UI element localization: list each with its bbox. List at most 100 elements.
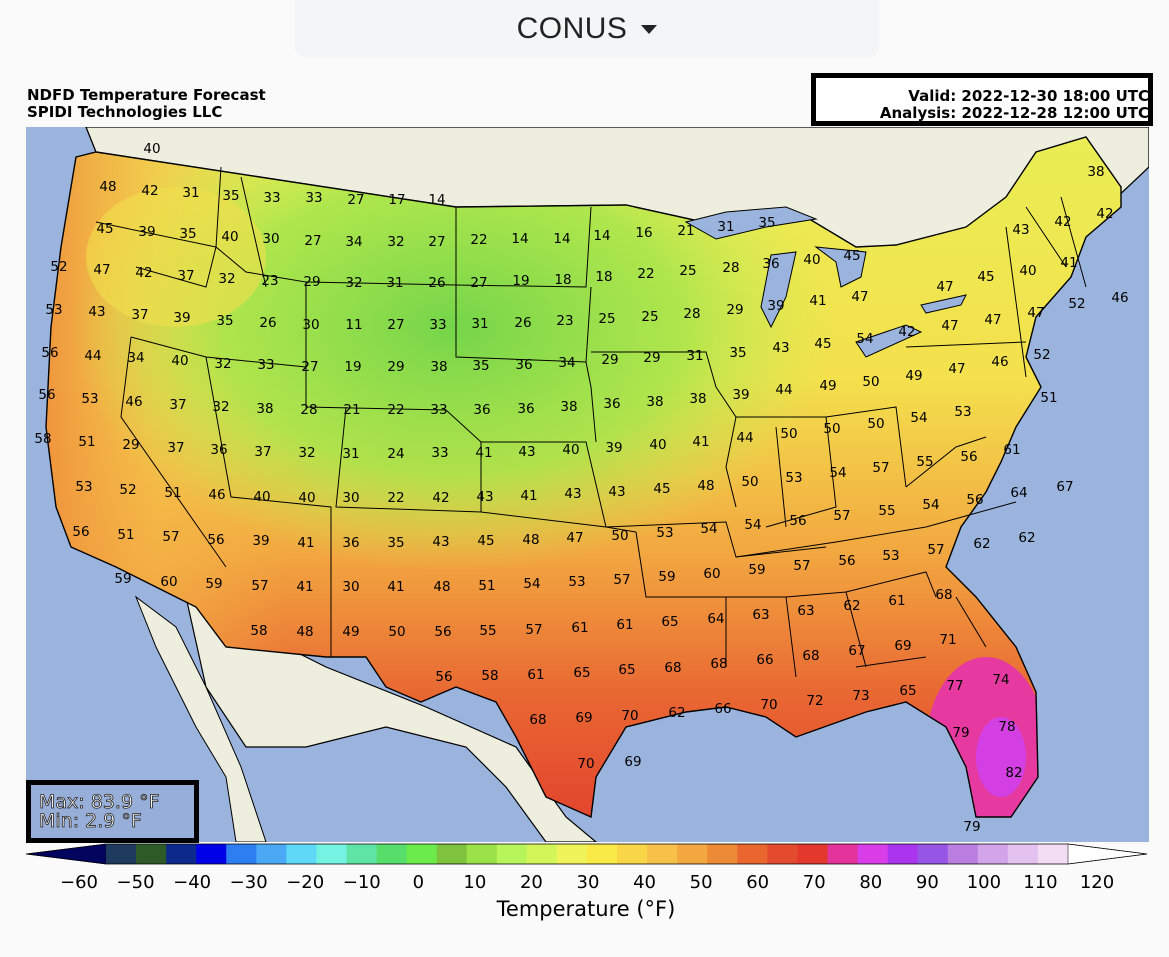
map-value-label: 71 — [939, 632, 956, 648]
map-value-label: 11 — [345, 317, 362, 333]
map-value-label: 28 — [683, 306, 700, 322]
map-value-label: 79 — [952, 725, 969, 741]
map-value-label: 54 — [523, 576, 540, 592]
colorbar-cell — [617, 844, 648, 864]
map-value-label: 44 — [84, 348, 101, 364]
map-value-label: 23 — [261, 273, 278, 289]
map-value-label: 32 — [212, 399, 229, 415]
map-value-label: 25 — [598, 311, 615, 327]
map-value-label: 68 — [710, 656, 727, 672]
map-value-label: 46 — [125, 394, 142, 410]
colorbar-cell — [136, 844, 167, 864]
colorbar-cell — [406, 844, 438, 864]
map-value-label: 61 — [527, 667, 544, 683]
map-value-label: 27 — [304, 233, 321, 249]
map-value-label: 29 — [726, 302, 743, 318]
map-value-label: 61 — [571, 620, 588, 636]
map-value-label: 32 — [298, 445, 315, 461]
map-value-label: 53 — [45, 302, 62, 318]
map-value-label: 45 — [814, 336, 831, 352]
map-value-label: 48 — [296, 624, 313, 640]
map-value-label: 31 — [342, 446, 359, 462]
map-value-label: 54 — [744, 517, 761, 533]
map-value-label: 74 — [992, 672, 1009, 688]
analysis-time: Analysis: 2022-12-28 12:00 UTC — [879, 104, 1149, 122]
map-value-label: 56 — [434, 624, 451, 640]
region-dropdown[interactable]: CONUS — [295, 0, 879, 57]
colorbar-tick-label: −60 — [60, 872, 98, 893]
map-value-label: 28 — [722, 260, 739, 276]
map-value-label: 53 — [882, 548, 899, 564]
map-value-label: 42 — [141, 183, 158, 199]
map-value-label: 53 — [656, 525, 673, 541]
colorbar-cell — [647, 844, 678, 864]
map-value-label: 56 — [838, 553, 855, 569]
map-value-label: 60 — [703, 566, 720, 582]
colorbar-cell — [526, 844, 558, 864]
map-value-label: 33 — [430, 402, 447, 418]
map-value-label: 58 — [481, 668, 498, 684]
map-value-label: 41 — [809, 293, 826, 309]
map-value-label: 53 — [785, 470, 802, 486]
map-value-label: 56 — [207, 532, 224, 548]
map-value-label: 32 — [218, 271, 235, 287]
map-value-label: 62 — [1018, 530, 1035, 546]
map-value-label: 29 — [601, 352, 618, 368]
map-value-label: 53 — [75, 479, 92, 495]
map-value-label: 51 — [164, 485, 181, 501]
map-value-label: 53 — [568, 574, 585, 590]
map-value-label: 42 — [898, 324, 915, 340]
map-value-label: 67 — [1056, 479, 1073, 495]
map-value-label: 39 — [732, 387, 749, 403]
map-value-label: 26 — [428, 275, 445, 291]
map-value-label: 43 — [772, 340, 789, 356]
map-value-label: 54 — [922, 497, 939, 513]
map-value-label: 50 — [862, 374, 879, 390]
map-value-label: 52 — [1068, 296, 1085, 312]
map-value-label: 33 — [429, 317, 446, 333]
map-value-label: 38 — [256, 401, 273, 417]
map-value-label: 22 — [470, 232, 487, 248]
map-value-label: 57 — [251, 578, 268, 594]
colorbar-tick-label: 0 — [412, 872, 425, 893]
map-value-label: 35 — [222, 188, 239, 204]
map-value-label: 57 — [613, 572, 630, 588]
map-value-label: 35 — [758, 215, 775, 231]
colorbar-cell — [436, 844, 468, 864]
map-value-label: 70 — [577, 756, 594, 772]
map-value-label: 18 — [595, 269, 612, 285]
map-value-label: 40 — [649, 437, 666, 453]
colorbar-tick-label: 70 — [802, 872, 826, 893]
map-value-label: 34 — [127, 350, 144, 366]
map-value-label: 58 — [34, 431, 51, 447]
map-value-label: 41 — [296, 579, 313, 595]
map-value-label: 23 — [556, 313, 573, 329]
map-value-label: 24 — [387, 446, 404, 462]
map-value-label: 44 — [736, 430, 753, 446]
map-value-label: 41 — [297, 535, 314, 551]
map-values-layer: 40 48 42 31 35 33 33 27 17 14 45 39 35 40 30 27 34 32 27 22… — [34, 141, 1128, 835]
map-value-label: 43 — [564, 486, 581, 502]
map-value-label: 19 — [344, 359, 361, 375]
map-value-label: 42 — [1096, 206, 1113, 222]
colorbar-cell — [1037, 844, 1069, 864]
map-value-label: 43 — [88, 304, 105, 320]
map-value-label: 37 — [177, 268, 194, 284]
map-value-label: 54 — [829, 465, 846, 481]
map-value-label: 39 — [767, 298, 784, 314]
map-value-label: 41 — [475, 445, 492, 461]
colorbar-tick-label: 80 — [859, 872, 883, 893]
map-value-label: 64 — [1010, 485, 1027, 501]
map-value-label: 36 — [515, 357, 532, 373]
colorbar-cell — [376, 844, 408, 864]
map-value-label: 73 — [852, 688, 869, 704]
map-value-label: 38 — [430, 359, 447, 375]
colorbar-cell — [556, 844, 588, 864]
map-value-label: 43 — [608, 484, 625, 500]
map-value-label: 67 — [848, 643, 865, 659]
map-value-label: 47 — [851, 289, 868, 305]
map-value-label: 33 — [305, 190, 322, 206]
colorbar-label: Temperature (°F) — [496, 897, 676, 921]
colorbar-tick-label: −20 — [286, 872, 325, 893]
map-value-label: 49 — [342, 624, 359, 640]
